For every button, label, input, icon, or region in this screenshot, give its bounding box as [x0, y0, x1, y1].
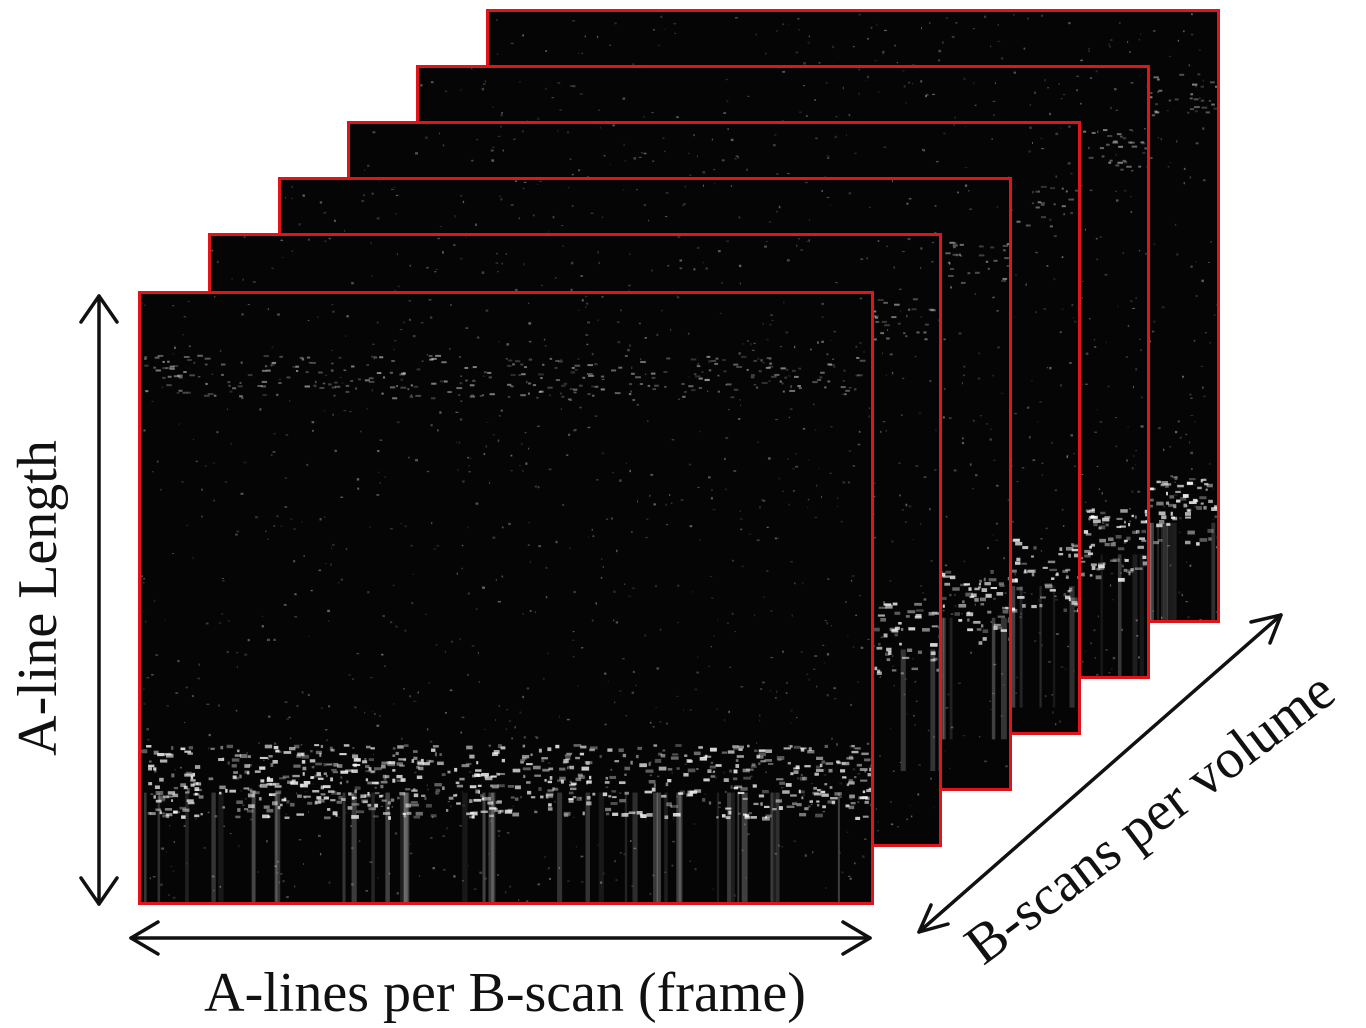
b-scan-image-1: [141, 294, 871, 902]
horizontal-double-arrow-icon: [129, 920, 872, 956]
vertical-double-arrow-icon: [79, 294, 119, 906]
a-lines-per-b-scan-label: A-lines per B-scan (frame): [204, 962, 806, 1024]
b-scan-frame-1: [138, 291, 874, 905]
diagonal-double-arrow-icon: [917, 613, 1283, 934]
a-line-length-label: A-line Length: [7, 440, 69, 756]
